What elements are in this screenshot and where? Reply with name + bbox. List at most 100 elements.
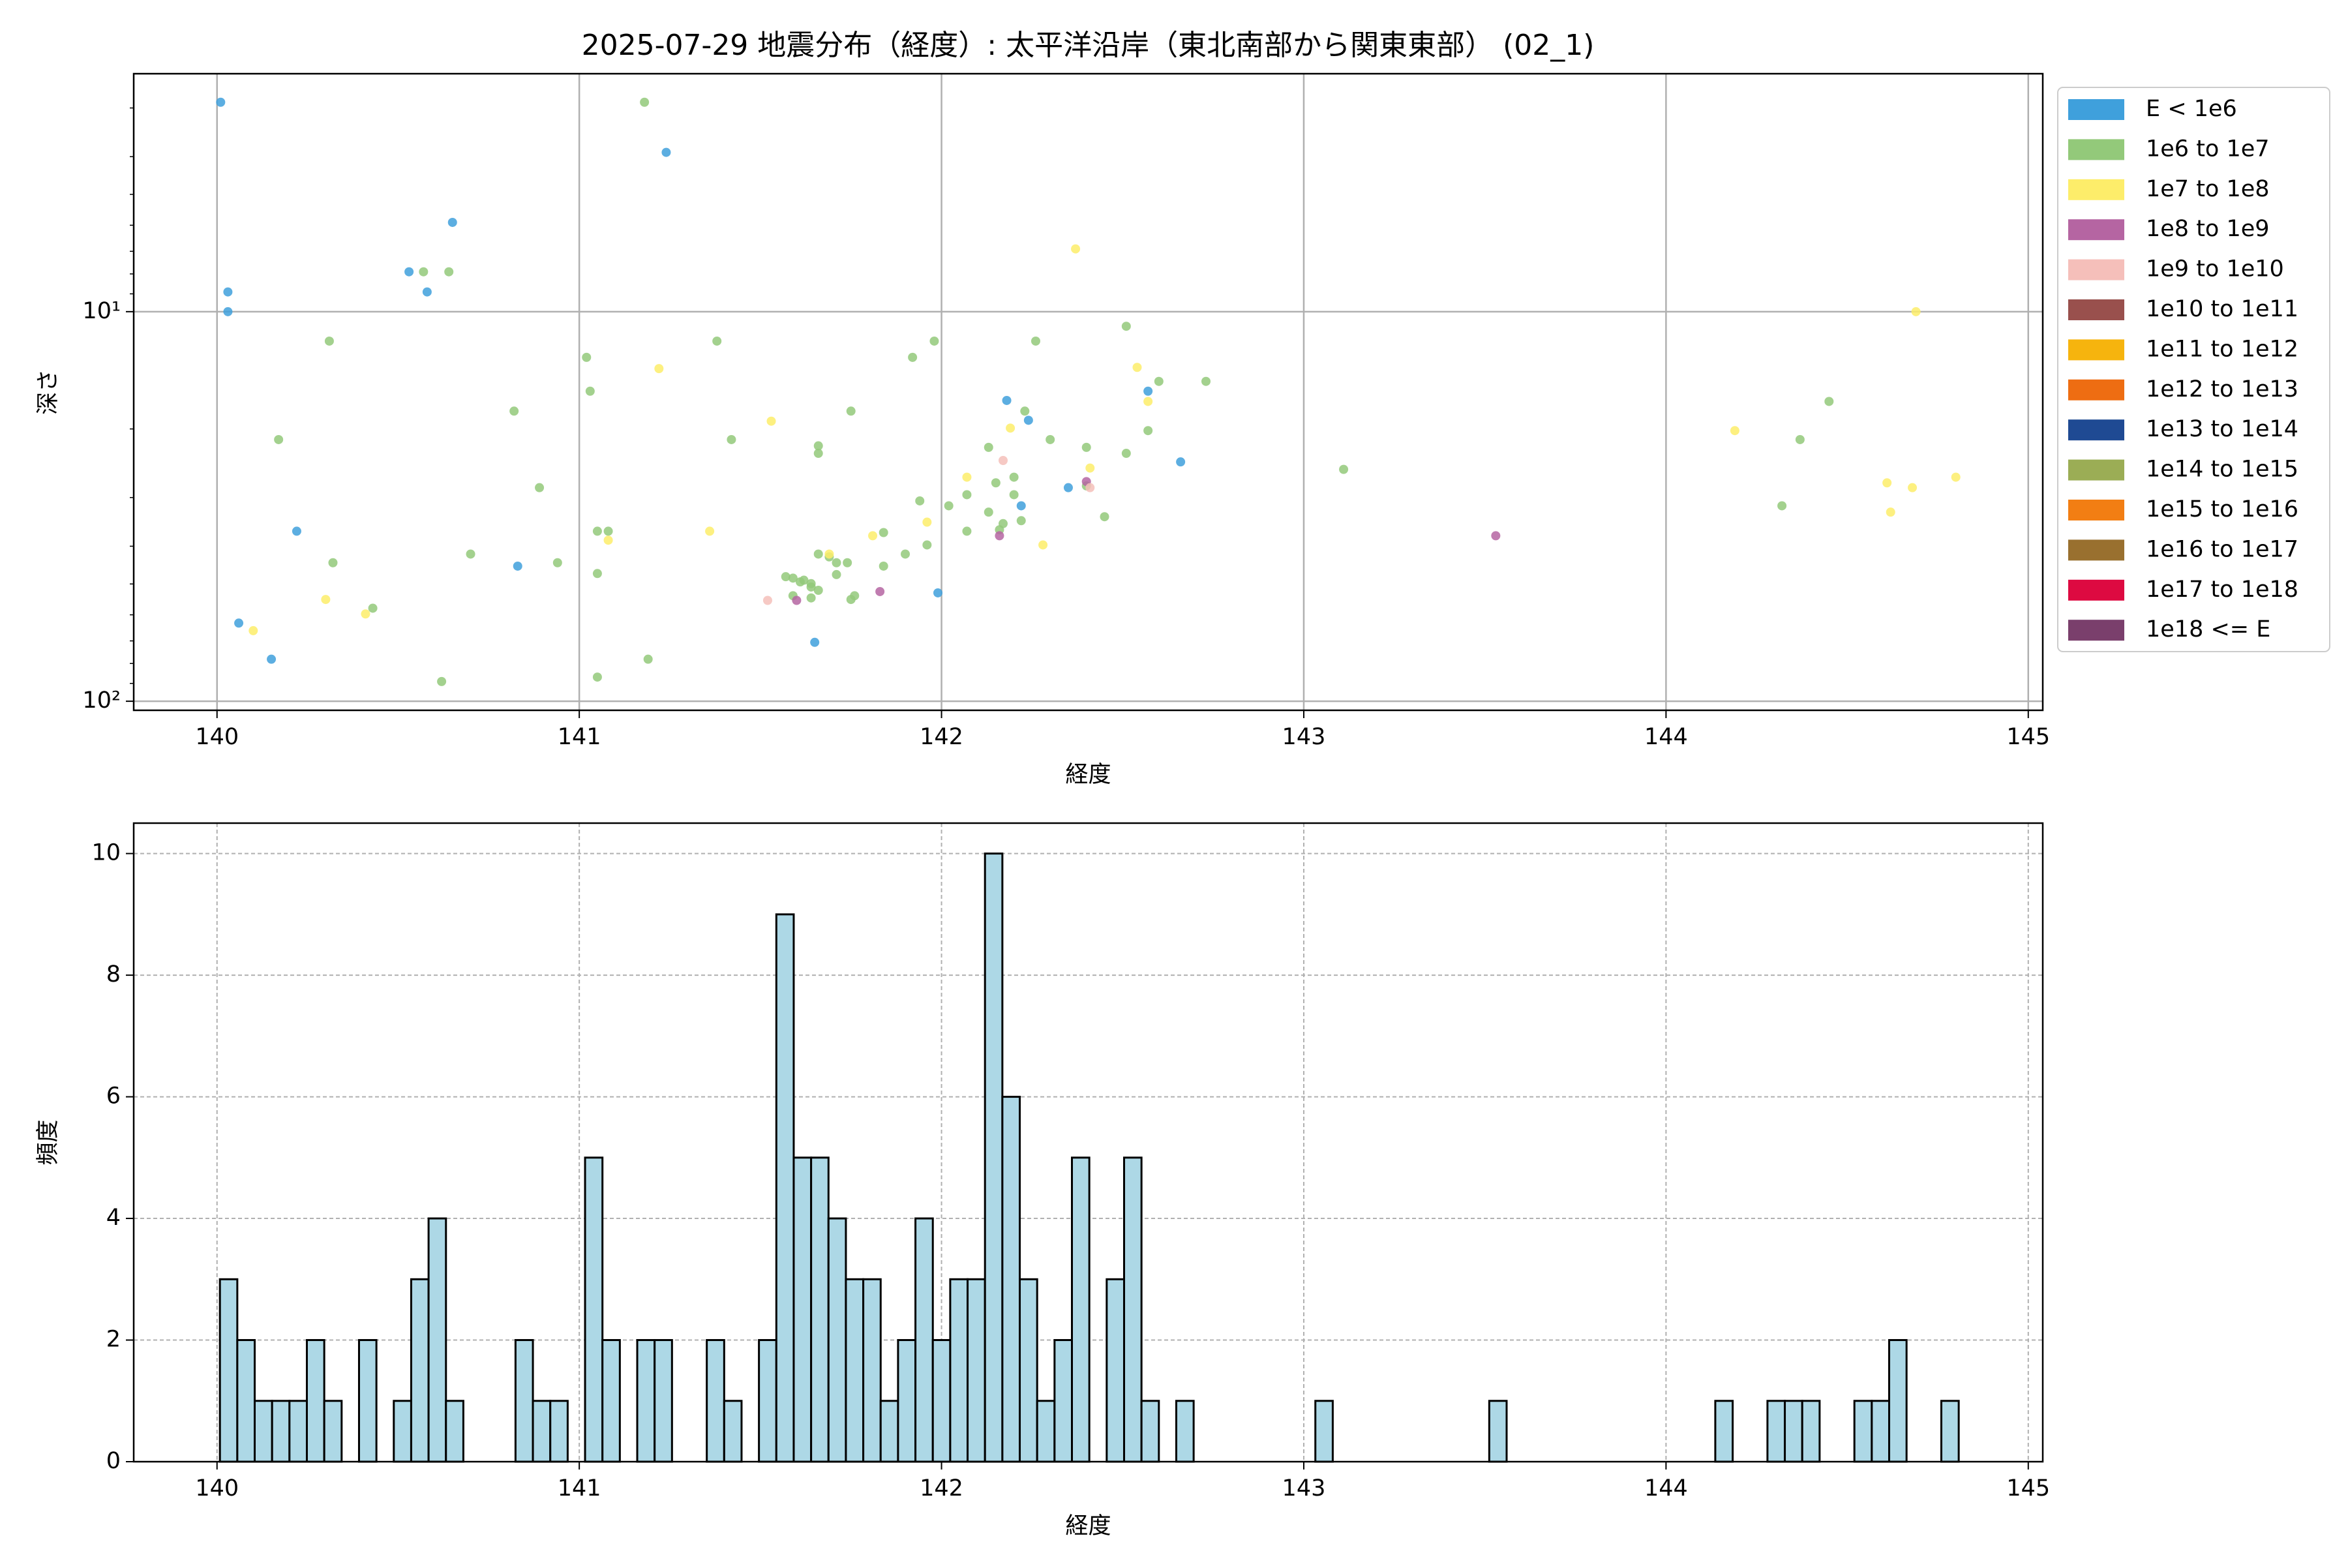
legend-swatch (2068, 500, 2124, 520)
point (1777, 501, 1787, 511)
x-tick-label: 142 (920, 724, 963, 750)
point (915, 496, 925, 505)
point (799, 575, 809, 585)
legend-swatch (2068, 459, 2124, 481)
point (1002, 395, 1012, 405)
x-tick-label: 142 (920, 1475, 963, 1501)
bar (1071, 1156, 1091, 1463)
point (640, 97, 650, 107)
point (813, 549, 823, 559)
point (643, 654, 653, 664)
point (661, 147, 671, 157)
y-axis-label: 頻度 (35, 1119, 61, 1165)
bar (862, 1278, 882, 1463)
point (437, 676, 447, 686)
bar (1001, 1096, 1021, 1463)
bar (792, 1156, 813, 1463)
point (944, 501, 954, 511)
bar (845, 1278, 865, 1463)
point (712, 336, 722, 346)
legend-label: 1e14 to 1e15 (2146, 457, 2298, 483)
bar (1784, 1400, 1803, 1463)
x-tick-label: 144 (1644, 724, 1688, 750)
legend-label: 1e16 to 1e17 (2146, 536, 2298, 562)
bar (1036, 1400, 1056, 1463)
point (1143, 426, 1153, 436)
x-tick-label: 145 (2006, 1475, 2050, 1501)
point (879, 561, 888, 571)
point (766, 416, 776, 426)
point (868, 531, 878, 541)
y-tick-label: 0 (106, 1448, 121, 1474)
bar (445, 1400, 464, 1463)
bar (931, 1339, 952, 1463)
x-tick-label: 144 (1644, 1475, 1688, 1501)
point (1882, 478, 1892, 488)
chart-title: 2025-07-29 地震分布（経度）: 太平洋沿岸（東北南部から関東東部） (… (582, 29, 1595, 62)
point (875, 586, 885, 596)
plot-frame (132, 822, 2044, 1463)
point (832, 569, 841, 579)
bar (1766, 1400, 1786, 1463)
point (1085, 463, 1095, 473)
point (922, 517, 932, 527)
point (592, 672, 602, 682)
point (1031, 336, 1040, 346)
bar (879, 1400, 899, 1463)
legend-swatch (2068, 219, 2124, 241)
point (727, 434, 736, 444)
point (962, 472, 972, 482)
point (998, 456, 1008, 466)
legend-label: 1e6 to 1e7 (2146, 136, 2270, 162)
point (1886, 507, 1895, 517)
point (1009, 490, 1019, 500)
point (321, 595, 331, 605)
bar (914, 1217, 934, 1463)
legend-swatch (2068, 299, 2124, 320)
x-axis-label: 経度 (1065, 1513, 1111, 1539)
point (1491, 531, 1501, 541)
point (1023, 415, 1033, 425)
x-tick-label: 145 (2006, 724, 2050, 750)
bar (1714, 1400, 1734, 1463)
point (1081, 442, 1091, 452)
point (824, 549, 834, 559)
point (1016, 501, 1026, 511)
bar (1488, 1400, 1508, 1463)
point (806, 593, 816, 603)
point (292, 526, 301, 536)
point (1071, 244, 1081, 254)
legend-swatch (2068, 99, 2124, 120)
y-tick-label: 6 (106, 1083, 121, 1109)
y-axis-label: 深さ (35, 369, 61, 415)
bar (236, 1339, 256, 1463)
legend-label: 1e18 <= E (2146, 616, 2270, 642)
legend-label: 1e9 to 1e10 (2146, 256, 2284, 282)
point (846, 406, 856, 416)
point (267, 654, 277, 664)
point (998, 519, 1008, 528)
point (1085, 483, 1095, 492)
legend-label: 1e10 to 1e11 (2146, 296, 2298, 322)
legend-swatch (2068, 339, 2124, 361)
bar (357, 1339, 378, 1463)
point (552, 558, 562, 567)
point (1038, 540, 1048, 550)
point (995, 531, 1004, 541)
legend-box (2057, 87, 2330, 652)
point (603, 535, 613, 545)
point (813, 585, 823, 595)
point (1100, 512, 1109, 522)
bar (1888, 1339, 1908, 1463)
point (1046, 434, 1055, 444)
point (274, 434, 284, 444)
point (984, 442, 993, 452)
point (781, 572, 790, 582)
bar (584, 1156, 604, 1463)
point (879, 528, 888, 537)
point (810, 637, 820, 647)
point (762, 596, 772, 605)
legend-swatch (2068, 620, 2124, 641)
bar (393, 1400, 412, 1463)
